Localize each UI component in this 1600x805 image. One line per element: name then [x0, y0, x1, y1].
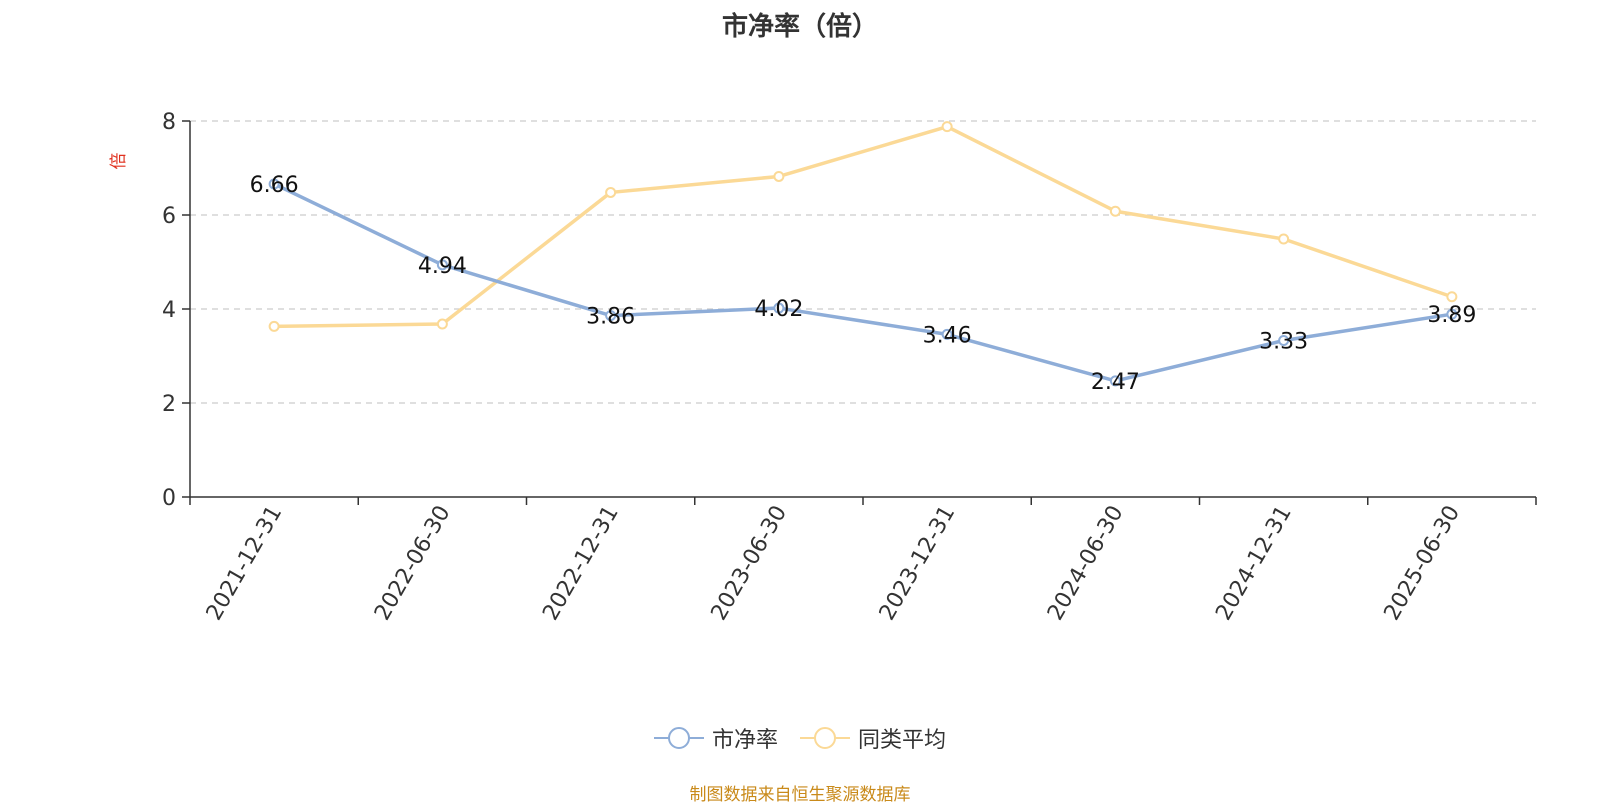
legend-marker-series-0: [653, 723, 704, 753]
y-tick-label-4: 4: [162, 298, 176, 323]
legend-circle-series-1: [814, 727, 836, 749]
data-label-0-2024-06-30: 2.47: [1091, 370, 1140, 395]
series-0-point-2022-06-30: [436, 259, 448, 271]
data-label-0-2022-12-31: 3.86: [586, 305, 635, 330]
x-tick-label-2021-12-31: 2021-12-31: [202, 502, 288, 625]
data-label-0-2021-12-31: 6.66: [250, 173, 299, 198]
data-label-0-2023-12-31: 3.46: [923, 323, 972, 348]
series-1-point-2024-12-31: [1278, 233, 1290, 245]
y-tick-label-0: 0: [162, 486, 176, 511]
data-label-0-2023-06-30: 4.02: [754, 297, 803, 322]
x-tick-label-2022-12-31: 2022-12-31: [538, 502, 624, 625]
legend-label-series-1: 同类平均: [858, 728, 947, 753]
legend-marker-series-1: [800, 723, 850, 753]
series-0-point-2023-06-30: [773, 302, 785, 314]
series-0-point-2022-12-31: [605, 310, 617, 322]
series-1-point-2022-06-30: [436, 318, 448, 330]
source-note: 制图数据来自恒生聚源数据库: [689, 785, 911, 805]
legend-item-series-0[interactable]: 市净率: [653, 722, 778, 754]
series-line-1: [274, 124, 1453, 329]
series-0-point-2025-06-30: [1446, 308, 1458, 320]
chart-legend: 市净率 同类平均: [0, 722, 1600, 754]
series-line-0: [273, 182, 1453, 383]
series-1-point-2023-12-31: [941, 121, 953, 133]
series-0-point-2024-06-30: [1109, 375, 1121, 387]
y-tick-label-6: 6: [162, 204, 176, 229]
data-label-0-2022-06-30: 4.94: [418, 254, 467, 279]
x-tick-label-2024-12-31: 2024-12-31: [1211, 502, 1297, 625]
series-1-point-2022-12-31: [605, 186, 617, 198]
x-tick-label-2025-06-30: 2025-06-30: [1379, 502, 1465, 625]
data-label-0-2024-12-31: 3.33: [1259, 329, 1308, 354]
x-tick-label-2023-12-31: 2023-12-31: [875, 502, 961, 625]
legend-item-series-1[interactable]: 同类平均: [800, 722, 946, 754]
series-1-point-2024-06-30: [1109, 205, 1121, 217]
x-tick-label-2024-06-30: 2024-06-30: [1043, 502, 1129, 625]
series-0-point-2021-12-31: [268, 178, 280, 190]
series-0-point-2023-12-31: [941, 328, 953, 340]
chart-title: 市净率（倍）: [721, 12, 878, 42]
legend-circle-series-0: [667, 727, 690, 749]
data-label-0-2025-06-30: 3.89: [1427, 303, 1476, 328]
y-tick-label-8: 8: [162, 110, 176, 135]
x-tick-label-2023-06-30: 2023-06-30: [706, 502, 792, 625]
series-1-point-2021-12-31: [268, 320, 280, 332]
x-tick-label-2022-06-30: 2022-06-30: [370, 502, 456, 625]
series-1-point-2023-06-30: [773, 170, 785, 182]
series-0-point-2024-12-31: [1278, 334, 1290, 346]
series-1-point-2025-06-30: [1446, 291, 1458, 303]
y-tick-label-2: 2: [162, 392, 176, 417]
y-axis-label: 倍: [109, 153, 129, 170]
legend-label-series-0: 市净率: [711, 728, 778, 753]
